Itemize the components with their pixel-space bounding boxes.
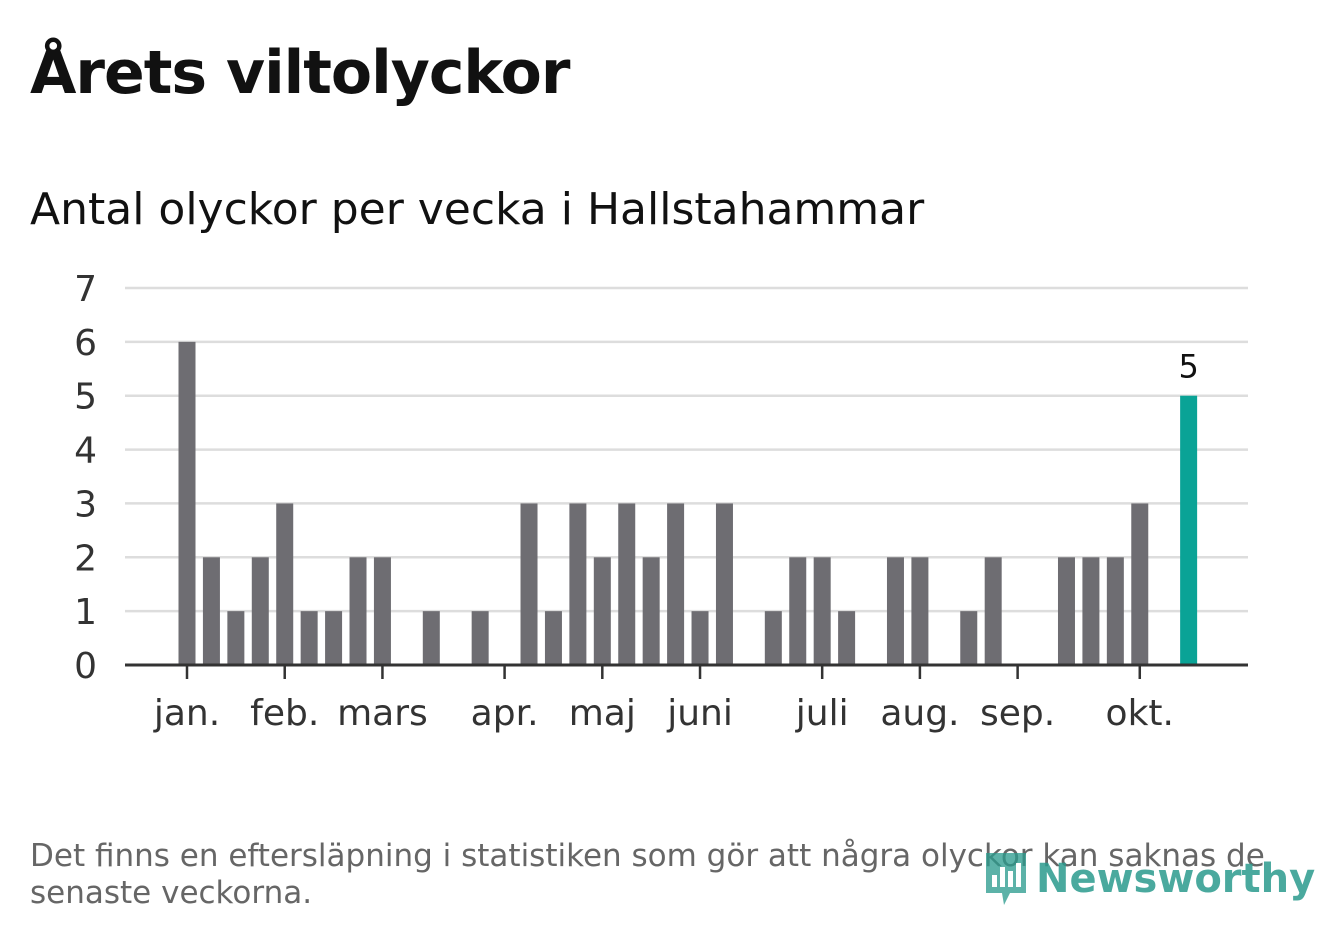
bar [325, 611, 343, 665]
bar [715, 503, 733, 665]
chart-subtitle: Antal olyckor per vecka i Hallstahammar [30, 184, 925, 235]
bar [593, 557, 611, 665]
bar [349, 557, 367, 665]
bar [1106, 557, 1124, 665]
bar [618, 503, 636, 665]
bar [251, 557, 269, 665]
highlight-bar [1180, 395, 1198, 665]
bar [422, 611, 440, 665]
newsworthy-logo: Newsworthy [982, 848, 1315, 910]
x-tick-label: aug. [880, 693, 959, 734]
y-tick-label: 0 [74, 646, 97, 687]
bar [1082, 557, 1100, 665]
data-label: 5 [1178, 348, 1198, 386]
bar [911, 557, 929, 665]
bar [178, 341, 196, 665]
bar [789, 557, 807, 665]
y-tick-label: 5 [74, 377, 97, 418]
x-tick-label: mars [337, 693, 428, 734]
y-tick-label: 6 [74, 323, 97, 364]
bar [764, 611, 782, 665]
bar [276, 503, 294, 665]
y-tick-label: 3 [74, 484, 97, 525]
bar [984, 557, 1002, 665]
y-tick-label: 2 [74, 538, 97, 579]
chart-title: Årets viltolyckor [30, 38, 570, 108]
bar [300, 611, 318, 665]
x-tick-label: apr. [471, 693, 539, 734]
bar [667, 503, 685, 665]
y-tick-label: 4 [74, 431, 97, 472]
y-tick-label: 1 [74, 592, 97, 633]
x-tick-label: sep. [980, 693, 1055, 734]
x-tick-label: jan. [153, 693, 220, 734]
bar [373, 557, 391, 665]
footnote: Det finns en eftersläpning i statistiken… [30, 838, 1265, 911]
x-tick-label: feb. [250, 693, 319, 734]
bar [960, 611, 978, 665]
bar [691, 611, 709, 665]
brand-name: Newsworthy [1036, 856, 1316, 902]
bar [569, 503, 587, 665]
bar [471, 611, 489, 665]
bar [520, 503, 538, 665]
bar [202, 557, 220, 665]
bar [1057, 557, 1075, 665]
bar [544, 611, 562, 665]
x-tick-label: okt. [1106, 693, 1174, 734]
bar [838, 611, 856, 665]
bar [886, 557, 904, 665]
y-tick-label: 7 [74, 269, 97, 310]
bar [642, 557, 660, 665]
bar [1131, 503, 1149, 665]
x-tick-label: maj [569, 693, 636, 734]
bar-chart-bubble-icon [986, 853, 1026, 905]
bar [813, 557, 831, 665]
bar-chart: 0 1 2 3 4 5 6 7 5 jan. feb. mars apr. maj juni juli aug.… [74, 269, 1248, 734]
bar [227, 611, 245, 665]
x-tick-label: juli [795, 693, 849, 734]
x-tick-label: juni [666, 693, 733, 734]
